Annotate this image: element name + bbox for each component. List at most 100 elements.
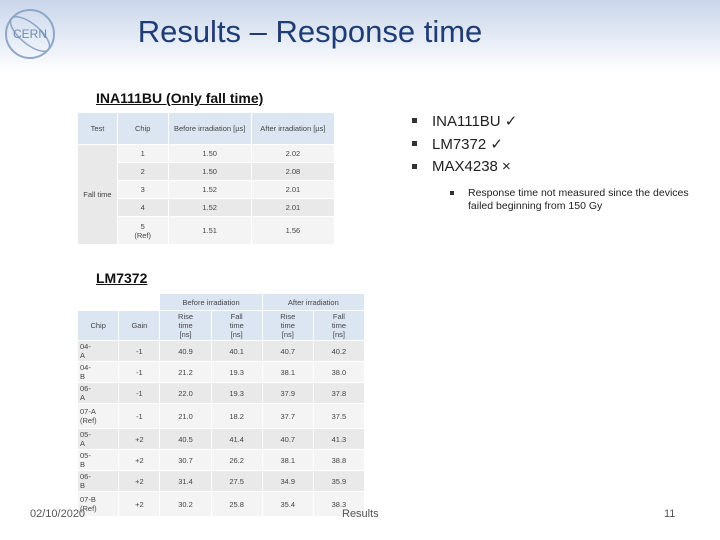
- cell: 4: [116, 198, 169, 217]
- header-row: Test Chip Before irradiation [µs] After irr…: [77, 112, 336, 145]
- cell: 2.01: [250, 198, 336, 217]
- cell: 40.7: [261, 428, 314, 450]
- cell: 2.01: [250, 180, 336, 199]
- cell-text: 5 (Ref): [134, 221, 152, 240]
- group-header: Before irradiation: [159, 293, 263, 311]
- cell: -1: [118, 340, 161, 362]
- cell: -1: [118, 382, 161, 404]
- bullet-list: INA111BU ✓ LM7372 ✓ MAX4238 × Response time…: [410, 112, 710, 213]
- cell: 41.4: [210, 428, 263, 450]
- cell: 37.5: [312, 403, 366, 429]
- header-cell: Fall time [ns]: [312, 310, 366, 341]
- row: 5 (Ref) 1.51 1.56: [78, 216, 336, 245]
- cell: +2: [118, 470, 161, 492]
- row: Fall time 1 1.50 2.02: [77, 144, 336, 245]
- group-cell: Fall time: [77, 144, 118, 245]
- cell: 1.51: [167, 216, 252, 245]
- slide-title: Results – Response time: [137, 14, 483, 49]
- row: 06-B +2 31.4 27.5 34.9 35.9: [76, 470, 366, 492]
- group-header: After irradiation: [261, 293, 366, 311]
- cell: 2: [116, 162, 169, 181]
- sub-bullet: Response time not measured since the dev…: [410, 187, 710, 213]
- row: 2 1.50 2.08: [78, 162, 336, 181]
- cell: -1: [118, 361, 161, 383]
- cell: 18.2: [210, 403, 263, 429]
- cell: 35.4: [261, 491, 314, 517]
- cell: 37.7: [261, 403, 314, 429]
- cell: 1: [116, 144, 169, 163]
- cell: 19.3: [210, 361, 263, 383]
- footer-date: 02/10/2020: [30, 508, 86, 520]
- logo: CERN: [5, 9, 55, 59]
- cell-text: 05-B: [80, 451, 91, 469]
- cell-text: 3: [140, 185, 145, 194]
- cell: 04-A: [76, 340, 120, 362]
- cell-text: 07-A (Ref): [80, 407, 97, 425]
- row: 05-B +2 30.7 26.2 38.1 38.8: [76, 449, 366, 471]
- cell-text: 06-B: [80, 472, 91, 490]
- cell: 04-B: [76, 361, 120, 383]
- cell: 35.9: [312, 470, 366, 492]
- cell: 40.1: [210, 340, 263, 362]
- blank-cell: [76, 293, 161, 311]
- footer-page: 11: [664, 508, 676, 520]
- cell: 21.0: [159, 403, 212, 429]
- bullet: INA111BU ✓: [410, 112, 710, 135]
- cell-text: 1: [140, 149, 145, 158]
- header-cell: Fall time [ns]: [210, 310, 263, 341]
- cell-text: 04-B: [80, 363, 91, 381]
- cell: 38.8: [312, 449, 366, 471]
- table-title: INA111BU (Only fall time): [96, 90, 264, 106]
- cell-text: 2: [140, 167, 145, 176]
- cell-text: Fall time [ns]: [331, 312, 347, 339]
- cell: +2: [118, 491, 161, 517]
- cell: +2: [118, 428, 161, 450]
- cell-text: Rise time [ns]: [280, 312, 296, 339]
- cell: 07-B (Ref): [76, 491, 120, 517]
- cell: 05-B: [76, 449, 120, 471]
- cell: 26.2: [210, 449, 263, 471]
- cell: 38.3: [312, 491, 366, 517]
- cell-text: 05-A: [80, 430, 91, 448]
- header-cell: Before irradiation [µs]: [167, 112, 252, 145]
- cell: 1.52: [167, 180, 252, 199]
- cell: 1.56: [250, 216, 336, 245]
- header-cell: Rise time [ns]: [261, 310, 314, 341]
- cell: 37.8: [312, 382, 366, 404]
- logo-text: CERN: [13, 27, 47, 41]
- cell: 07-A (Ref): [76, 403, 120, 429]
- cell: -1: [118, 403, 161, 429]
- header-cell: Rise time [ns]: [159, 310, 212, 341]
- cell: 30.2: [159, 491, 212, 517]
- cell: 41.3: [312, 428, 366, 450]
- cell-text: 4: [140, 203, 145, 212]
- cell: 22.0: [159, 382, 212, 404]
- cell: 06-A: [76, 382, 120, 404]
- header-cell: Chip: [116, 112, 169, 145]
- cell: 5 (Ref): [116, 216, 169, 245]
- cell: 19.3: [210, 382, 263, 404]
- cell: 40.7: [261, 340, 314, 362]
- cell: 40.5: [159, 428, 212, 450]
- cell: 25.8: [210, 491, 263, 517]
- cell: 38.0: [312, 361, 366, 383]
- row: 3 1.52 2.01: [78, 180, 336, 199]
- bullet: MAX4238 ×: [410, 158, 710, 181]
- cell: 05-A: [76, 428, 120, 450]
- cell: 37.9: [261, 382, 314, 404]
- cell: 3: [116, 180, 169, 199]
- cell-text: 04-A: [80, 342, 91, 360]
- row: 05-A +2 40.5 41.4 40.7 41.3: [76, 428, 366, 450]
- cell-text: Rise time [ns]: [178, 312, 194, 339]
- cell: 1.50: [167, 144, 252, 163]
- header-band: [0, 0, 720, 72]
- cell: 2.02: [250, 144, 336, 163]
- header-cell: Chip: [76, 310, 120, 341]
- cell: +2: [118, 449, 161, 471]
- table: Test Chip Before irradiation [µs] After irr…: [77, 112, 336, 245]
- cell: 38.1: [261, 449, 314, 471]
- group-row: Before irradiation After irradiation: [76, 293, 366, 311]
- cell-text: 06-A: [80, 384, 91, 402]
- row: 07-A (Ref) -1 21.0 18.2 37.7 37.5: [76, 403, 366, 429]
